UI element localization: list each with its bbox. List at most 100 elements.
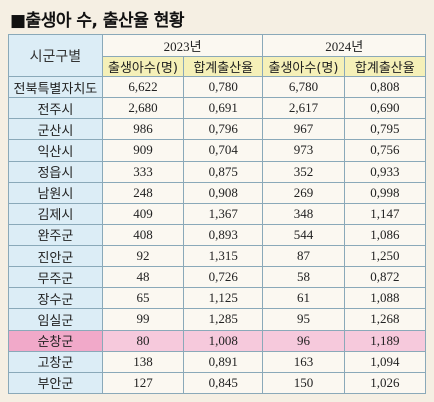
tfr-2023-cell: 0,796	[183, 118, 264, 141]
births-fertility-table: 시군구별 2023년 2024년 출생아수(명) 합계출산율 출생아수(명) 합…	[8, 34, 427, 395]
tfr-2023-cell: 0,893	[183, 223, 264, 247]
tfr-2024-cell: 0,998	[343, 181, 427, 204]
births-2023-cell: 80	[101, 329, 185, 352]
table-row: 부안군 127 0,845 150 1,026	[8, 371, 427, 395]
table-row: 장수군 65 1,125 61 1,088	[8, 287, 427, 310]
region-cell: 순창군	[8, 329, 103, 352]
births-2024-cell: 96	[262, 329, 345, 352]
table-row: 순창군 80 1,008 96 1,189	[8, 329, 427, 352]
table-row: 무주군 48 0,726 58 0,872	[8, 266, 427, 289]
tfr-2024-cell: 0,872	[343, 266, 427, 289]
births-header-2023: 출생아수(명)	[101, 56, 185, 77]
region-cell: 김제시	[8, 202, 103, 225]
table-row: 김제시 409 1,367 348 1,147	[8, 202, 427, 225]
births-2024-cell: 544	[262, 223, 345, 247]
tfr-2024-cell: 1,268	[343, 308, 427, 331]
region-cell: 부안군	[8, 371, 103, 395]
births-2023-cell: 986	[101, 118, 185, 141]
births-2023-cell: 408	[101, 223, 185, 247]
tfr-2023-cell: 0,704	[183, 139, 264, 162]
table-body: 전북특별자치도 6,622 0,780 6,780 0,808 전주시 2,680 0,691…	[8, 75, 427, 395]
table-row: 전주시 2,680 0,691 2,617 0,690	[8, 97, 427, 120]
table-row: 익산시 909 0,704 973 0,756	[8, 139, 427, 162]
births-2024-cell: 87	[262, 244, 345, 268]
tfr-2023-cell: 0,891	[183, 350, 264, 373]
table-row: 고창군 138 0,891 163 1,094	[8, 350, 427, 373]
table-row: 정읍시 333 0,875 352 0,933	[8, 160, 427, 183]
births-2024-cell: 95	[262, 308, 345, 331]
table-row: 전북특별자치도 6,622 0,780 6,780 0,808	[8, 75, 427, 99]
tfr-2023-cell: 0,691	[183, 97, 264, 120]
tfr-2023-cell: 1,285	[183, 308, 264, 331]
region-cell: 완주군	[8, 223, 103, 247]
tfr-2024-cell: 1,147	[343, 202, 427, 225]
tfr-2024-cell: 0,808	[343, 75, 427, 99]
tfr-2023-cell: 0,845	[183, 371, 264, 395]
region-cell: 진안군	[8, 244, 103, 268]
tfr-2024-cell: 1,189	[343, 329, 427, 352]
births-header-2024: 출생아수(명)	[262, 56, 345, 77]
births-2024-cell: 973	[262, 139, 345, 162]
region-cell: 전북특별자치도	[8, 75, 103, 99]
year-header-2023: 2023년	[101, 34, 264, 57]
births-2024-cell: 6,780	[262, 75, 345, 99]
region-column-header: 시군구별	[8, 34, 103, 77]
births-2023-cell: 248	[101, 181, 185, 204]
stats-table-container: 시군구별 2023년 2024년 출생아수(명) 합계출산율 출생아수(명) 합…	[8, 34, 427, 395]
tfr-2024-cell: 0,690	[343, 97, 427, 120]
births-2023-cell: 138	[101, 350, 185, 373]
table-row: 군산시 986 0,796 967 0,795	[8, 118, 427, 141]
tfr-2024-cell: 1,250	[343, 244, 427, 268]
births-2023-cell: 65	[101, 287, 185, 310]
tfr-2023-cell: 0,908	[183, 181, 264, 204]
births-2023-cell: 127	[101, 371, 185, 395]
tfr-2024-cell: 0,795	[343, 118, 427, 141]
tfr-2023-cell: 1,125	[183, 287, 264, 310]
tfr-2024-cell: 1,086	[343, 223, 427, 247]
region-cell: 전주시	[8, 97, 103, 120]
tfr-2023-cell: 0,875	[183, 160, 264, 183]
region-cell: 군산시	[8, 118, 103, 141]
births-2024-cell: 163	[262, 350, 345, 373]
births-2024-cell: 2,617	[262, 97, 345, 120]
region-cell: 임실군	[8, 308, 103, 331]
births-2023-cell: 92	[101, 244, 185, 268]
tfr-header-2023: 합계출산율	[183, 56, 264, 77]
tfr-2024-cell: 1,026	[343, 371, 427, 395]
page-title: ■출생아 수, 출산율 현황	[10, 11, 185, 31]
births-2023-cell: 48	[101, 266, 185, 289]
births-2023-cell: 2,680	[101, 97, 185, 120]
births-2024-cell: 269	[262, 181, 345, 204]
region-cell: 고창군	[8, 350, 103, 373]
tfr-2024-cell: 1,088	[343, 287, 427, 310]
table-row: 임실군 99 1,285 95 1,268	[8, 308, 427, 331]
tfr-2024-cell: 0,756	[343, 139, 427, 162]
births-2024-cell: 352	[262, 160, 345, 183]
tfr-2024-cell: 0,933	[343, 160, 427, 183]
tfr-2023-cell: 0,780	[183, 75, 264, 99]
region-cell: 정읍시	[8, 160, 103, 183]
tfr-2023-cell: 0,726	[183, 266, 264, 289]
region-cell: 남원시	[8, 181, 103, 204]
tfr-2023-cell: 1,008	[183, 329, 264, 352]
births-2024-cell: 58	[262, 266, 345, 289]
year-header-2024: 2024년	[262, 34, 426, 57]
tfr-2023-cell: 1,315	[183, 244, 264, 268]
table-row: 완주군 408 0,893 544 1,086	[8, 223, 427, 247]
table-row: 진안군 92 1,315 87 1,250	[8, 244, 427, 268]
region-cell: 장수군	[8, 287, 103, 310]
births-2023-cell: 409	[101, 202, 185, 225]
table-row: 남원시 248 0,908 269 0,998	[8, 181, 427, 204]
births-2024-cell: 150	[262, 371, 345, 395]
tfr-2024-cell: 1,094	[343, 350, 427, 373]
region-cell: 익산시	[8, 139, 103, 162]
tfr-2023-cell: 1,367	[183, 202, 264, 225]
births-2024-cell: 967	[262, 118, 345, 141]
births-2023-cell: 6,622	[101, 75, 185, 99]
births-2023-cell: 333	[101, 160, 185, 183]
births-2023-cell: 909	[101, 139, 185, 162]
region-cell: 무주군	[8, 266, 103, 289]
tfr-header-2024: 합계출산율	[343, 56, 427, 77]
births-2024-cell: 61	[262, 287, 345, 310]
births-2023-cell: 99	[101, 308, 185, 331]
